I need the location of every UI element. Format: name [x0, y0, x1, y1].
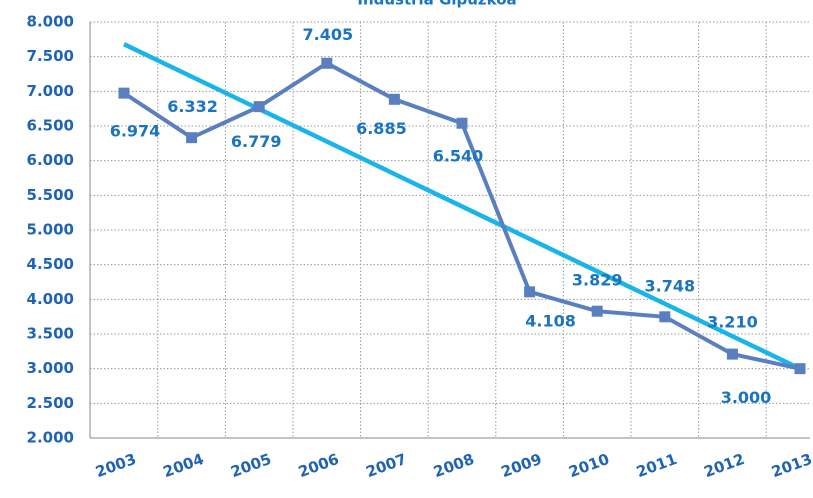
- trend-line: [123, 42, 801, 371]
- x-tick-label: 2012: [702, 450, 747, 481]
- x-tick-label: 2006: [296, 450, 341, 481]
- x-tick-label: 2003: [93, 450, 138, 481]
- marker: [591, 305, 603, 317]
- y-tick-label: 7.000: [27, 82, 74, 100]
- x-tick-label: 2008: [431, 450, 476, 481]
- y-tick-label: 5.000: [27, 221, 74, 239]
- marker: [659, 311, 671, 323]
- x-tick-label: 2007: [364, 450, 409, 481]
- y-tick-label: 2.500: [27, 394, 74, 412]
- data-label: 3.210: [707, 313, 758, 332]
- x-tick-label: 2009: [499, 450, 544, 481]
- y-tick-label: 2.000: [27, 429, 74, 447]
- marker: [794, 363, 806, 375]
- marker: [456, 117, 468, 129]
- y-tick-label: 3.500: [27, 325, 74, 343]
- data-label: 4.108: [525, 311, 576, 330]
- data-label: 3.748: [644, 276, 695, 295]
- marker: [388, 93, 400, 105]
- x-tick-label: 2010: [566, 450, 611, 481]
- marker: [321, 57, 333, 69]
- x-tick-label: 2005: [228, 450, 273, 481]
- y-tick-label: 7.500: [27, 47, 74, 65]
- data-label: 6.885: [356, 119, 407, 138]
- y-tick-label: 3.000: [27, 359, 74, 377]
- marker: [253, 101, 265, 113]
- marker: [118, 87, 130, 99]
- x-tick-label: 2011: [634, 450, 679, 481]
- x-tick-label: 2013: [769, 450, 813, 481]
- y-tick-label: 4.000: [27, 290, 74, 308]
- marker: [524, 286, 536, 298]
- data-label: 6.540: [433, 147, 484, 166]
- data-label: 3.829: [572, 271, 623, 290]
- data-label: 6.779: [231, 132, 282, 151]
- y-tick-label: 8.000: [27, 13, 74, 31]
- x-tick-label: 2004: [161, 450, 206, 481]
- y-tick-label: 6.500: [27, 117, 74, 135]
- chart-title: Industria Gipuzkoa: [357, 0, 516, 9]
- y-tick-label: 4.500: [27, 255, 74, 273]
- y-tick-label: 6.000: [27, 151, 74, 169]
- data-label: 6.332: [167, 97, 218, 116]
- marker: [726, 348, 738, 360]
- marker: [186, 132, 198, 144]
- data-label: 6.974: [110, 122, 161, 141]
- data-label: 3.000: [721, 388, 772, 407]
- y-tick-label: 5.500: [27, 186, 74, 204]
- data-label: 7.405: [302, 25, 353, 44]
